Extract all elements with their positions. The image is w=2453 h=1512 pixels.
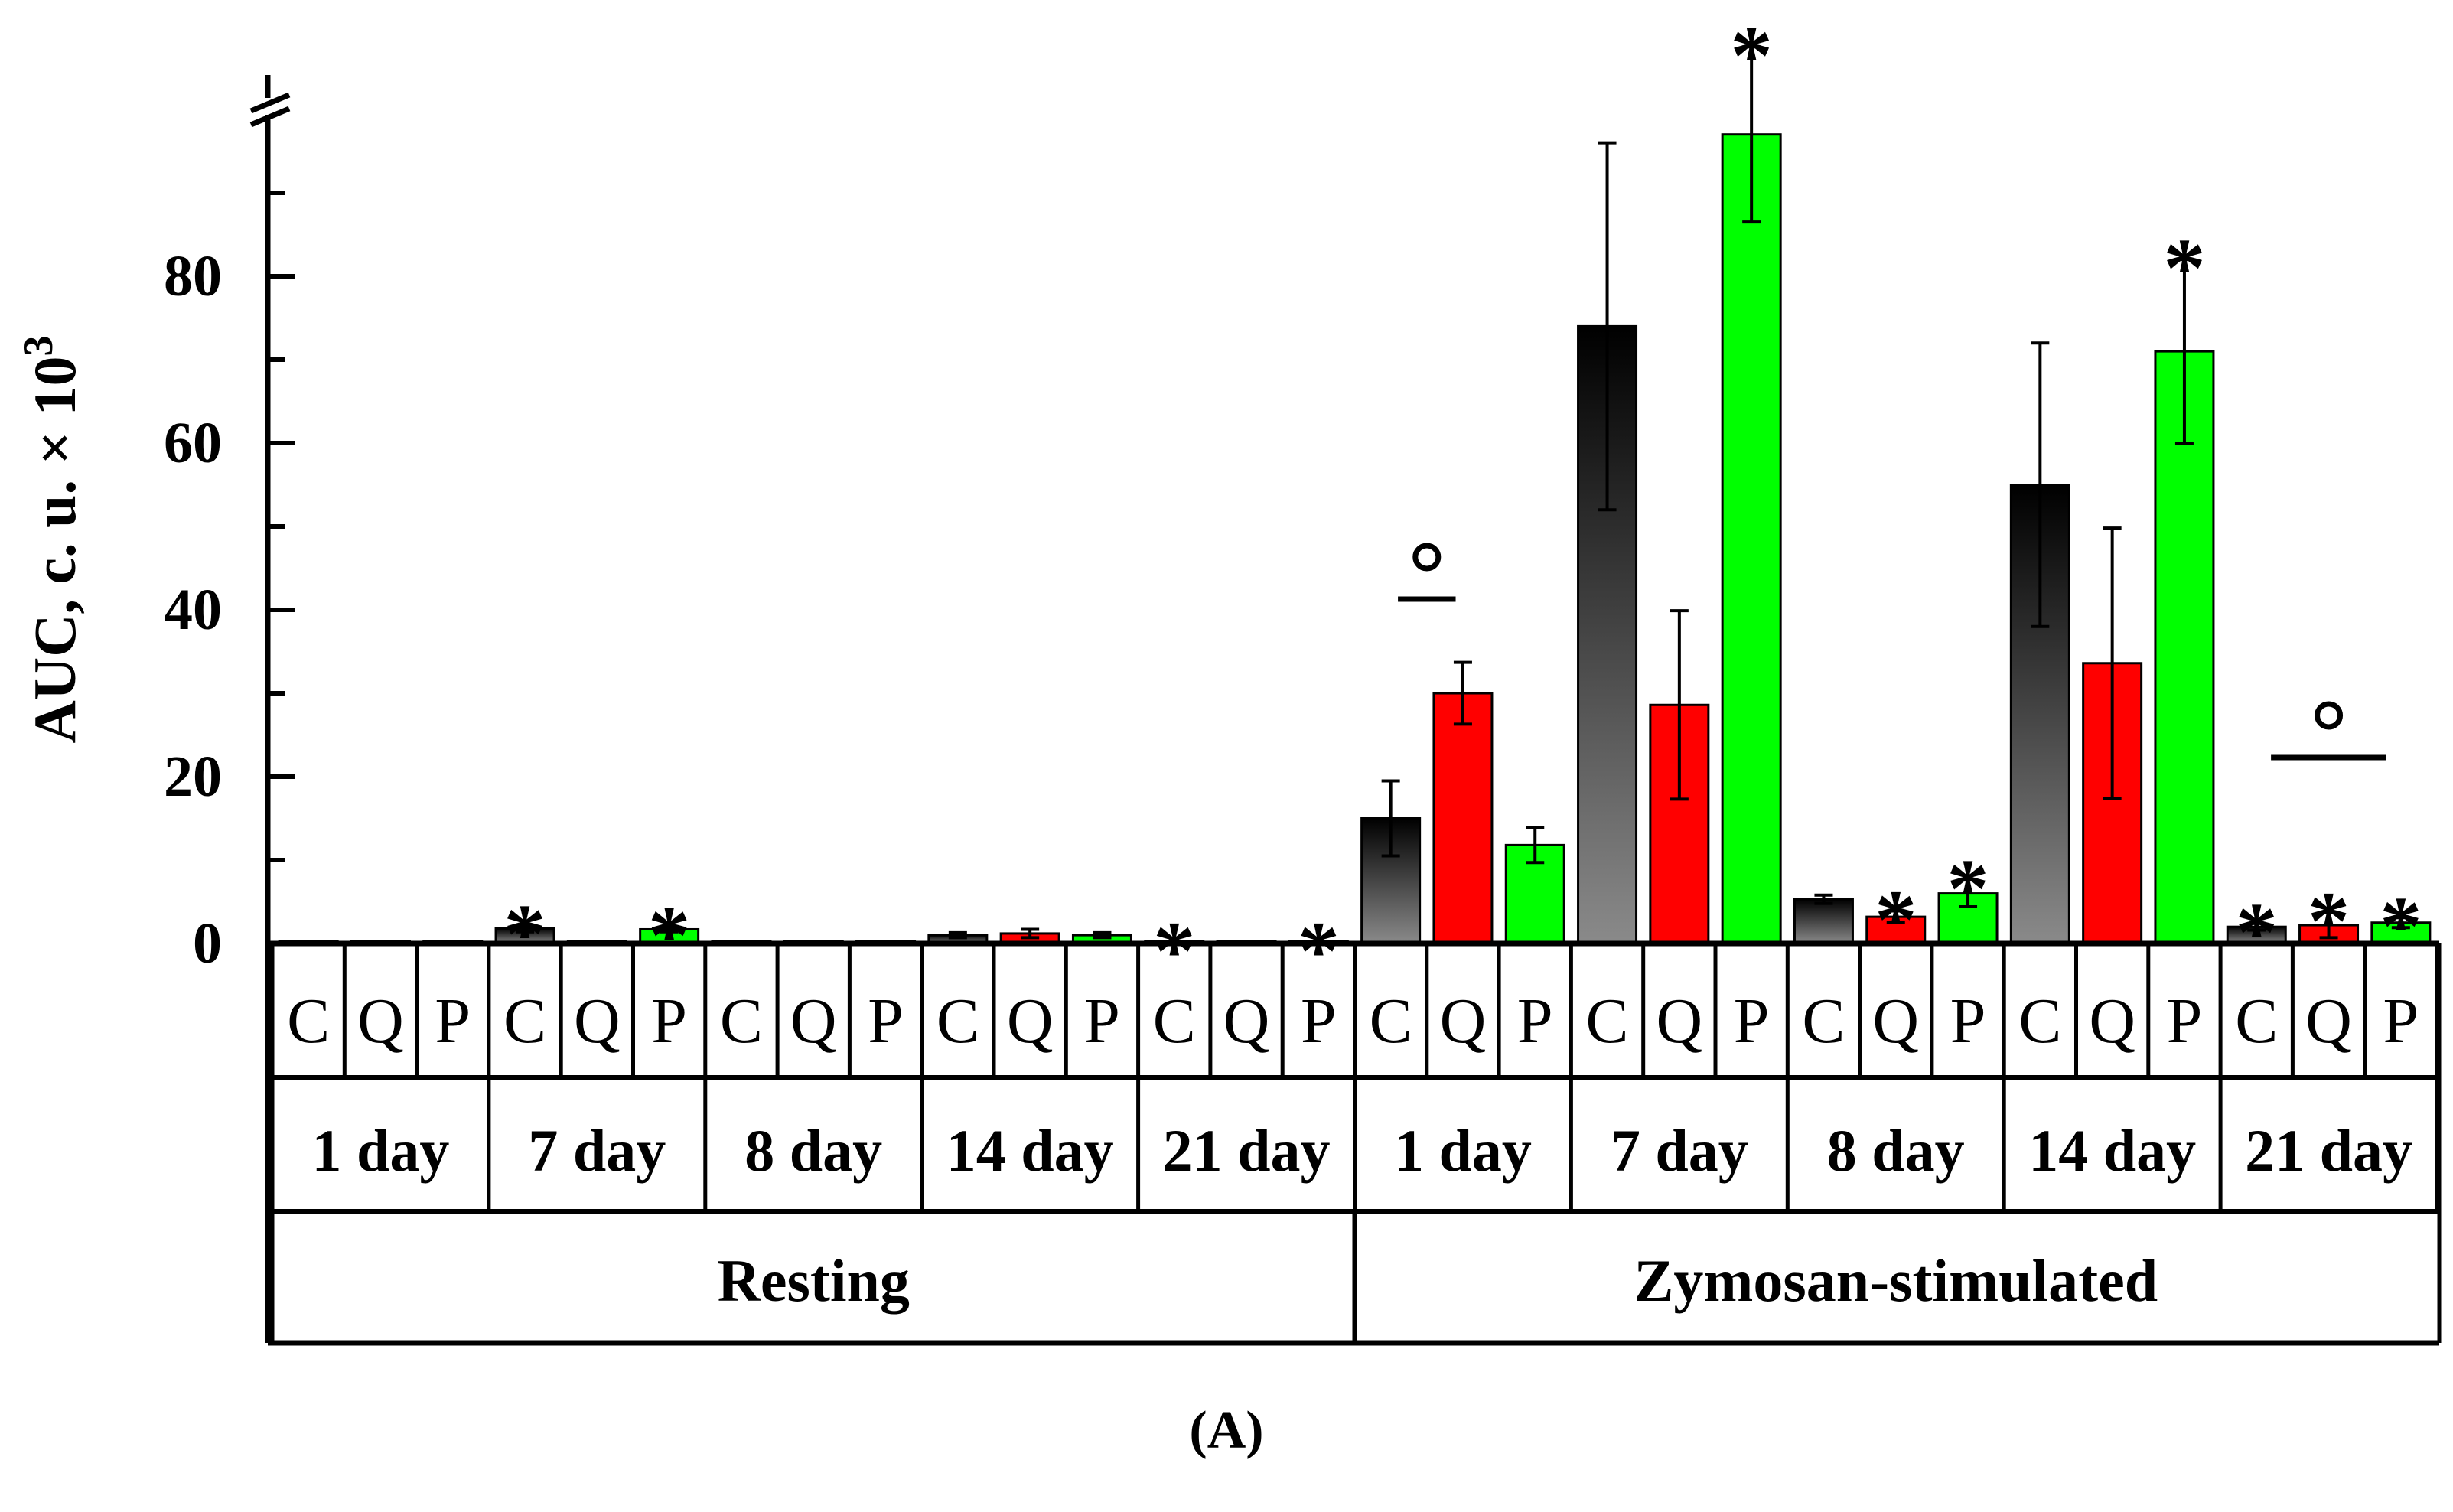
series-label-p: P xyxy=(2167,986,2203,1057)
day-label: 7 day xyxy=(528,1117,666,1184)
y-tick-label: 60 xyxy=(164,411,222,475)
series-label-q: Q xyxy=(357,986,404,1057)
day-label: 1 day xyxy=(1394,1117,1532,1184)
series-label-p: P xyxy=(1950,986,1986,1057)
significance-star: * xyxy=(1947,842,1989,935)
significance-marks: * * * * * * * * * * * xyxy=(504,8,2422,997)
day-label: 8 day xyxy=(1827,1117,1965,1184)
series-label-c: C xyxy=(2235,986,2278,1057)
day-label: 14 day xyxy=(2028,1117,2196,1184)
significance-star: * xyxy=(1731,8,1773,102)
y-axis-label-exponent: 3 xyxy=(15,336,61,357)
y-tick-label: 0 xyxy=(193,911,222,976)
significance-star: * xyxy=(2308,875,2350,968)
significance-star: * xyxy=(1298,904,1340,997)
day-label: 14 day xyxy=(946,1117,1114,1184)
axis-break-mark xyxy=(249,92,291,114)
series-label-p: P xyxy=(1301,986,1337,1057)
series-label-c: C xyxy=(937,986,979,1057)
series-label-q: Q xyxy=(790,986,837,1057)
y-axis-label-main: AUC, c. u. × 10 xyxy=(21,357,88,744)
day-label: 21 day xyxy=(2245,1117,2412,1184)
series-label-q: Q xyxy=(574,986,621,1057)
series-label-c: C xyxy=(1586,986,1629,1057)
significance-star: * xyxy=(2380,879,2422,973)
series-label-c: C xyxy=(2018,986,2061,1057)
series-label-p: P xyxy=(651,986,687,1057)
axis-break-mark xyxy=(249,106,291,128)
bar-q xyxy=(1432,692,1494,945)
significance-star: * xyxy=(504,887,546,980)
significance-circle xyxy=(2315,701,2344,730)
series-label-c: C xyxy=(1153,986,1196,1057)
significance-star: * xyxy=(2236,885,2278,979)
series-label-q: Q xyxy=(1223,986,1270,1057)
series-label-q: Q xyxy=(1007,986,1054,1057)
series-label-c: C xyxy=(503,986,546,1057)
y-axis: 0 20 40 60 80 xyxy=(164,75,295,976)
bar-p xyxy=(1721,133,1782,945)
day-label: 8 day xyxy=(744,1117,882,1184)
y-tick-label: 80 xyxy=(164,244,222,308)
y-axis-label: AUC, c. u. × 103 xyxy=(15,336,88,744)
panel-label: (A) xyxy=(1189,1401,1264,1460)
significance-star: * xyxy=(648,888,690,982)
series-label-c: C xyxy=(1370,986,1412,1057)
group-label: Resting xyxy=(718,1247,910,1314)
series-label-p: P xyxy=(435,986,471,1057)
bar-c xyxy=(1793,898,1854,945)
series-label-p: P xyxy=(2383,986,2419,1057)
day-label: 21 day xyxy=(1163,1117,1331,1184)
series-label-p: P xyxy=(868,986,904,1057)
y-tick-label: 40 xyxy=(164,578,222,642)
series-label-q: Q xyxy=(1657,986,1703,1057)
significance-star: * xyxy=(1875,872,1917,966)
day-label: 1 day xyxy=(312,1117,450,1184)
bar-p xyxy=(2154,350,2215,945)
group-label: Zymosan-stimulated xyxy=(1634,1247,2158,1314)
day-label: 7 day xyxy=(1611,1117,1748,1184)
series-label-c: C xyxy=(720,986,763,1057)
significance-star: * xyxy=(2163,221,2205,314)
series-label-p: P xyxy=(1734,986,1770,1057)
significance-star: * xyxy=(1153,904,1195,997)
series-label-q: Q xyxy=(1872,986,1919,1057)
series-label-q: Q xyxy=(1440,986,1487,1057)
series-label-c: C xyxy=(287,986,330,1057)
y-tick-label: 20 xyxy=(164,745,222,809)
series-label-q: Q xyxy=(2305,986,2352,1057)
significance-circle xyxy=(1412,543,1442,572)
bars xyxy=(278,45,2432,945)
series-label-q: Q xyxy=(2089,986,2135,1057)
series-label-c: C xyxy=(1802,986,1845,1057)
series-label-p: P xyxy=(1517,986,1553,1057)
series-label-p: P xyxy=(1084,986,1120,1057)
